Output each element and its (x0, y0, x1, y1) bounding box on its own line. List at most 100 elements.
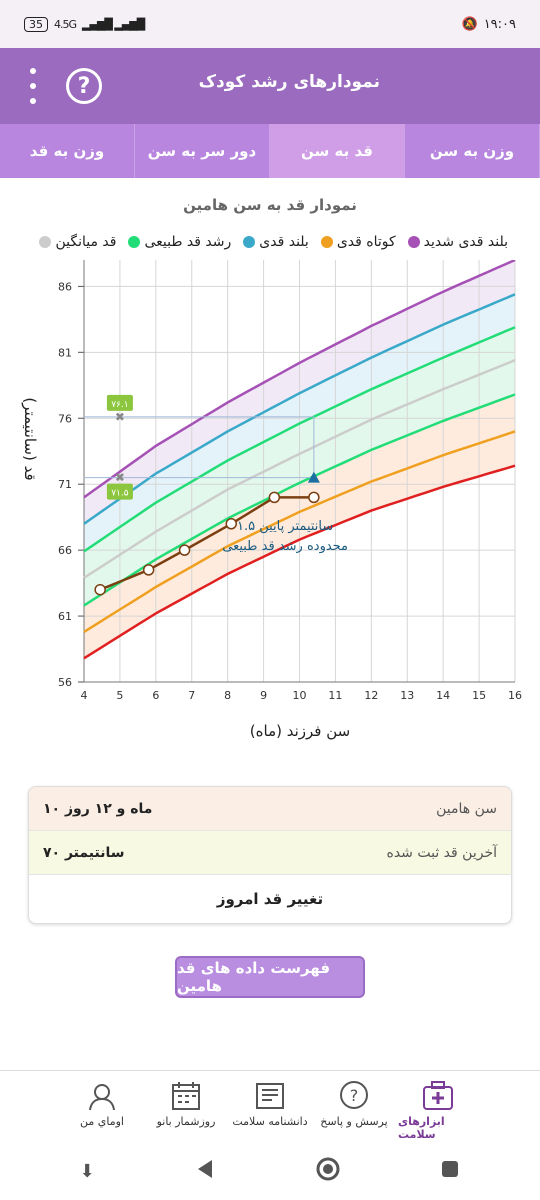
child-height-point (178, 544, 191, 556)
battery-icon: 35 (24, 16, 48, 32)
x-tick-label: 8 (224, 689, 231, 702)
legend-dot (320, 236, 333, 248)
nav-label: ابزارهای سلامت (398, 1115, 445, 1141)
status-left: 35 4.5G ▂▄▆█ ▂▄▆█ (24, 16, 145, 32)
home-icon[interactable] (315, 1156, 341, 1186)
chart-title: نمودار قد به سن هامین (183, 196, 357, 214)
child-height-line (99, 496, 314, 591)
y-tick-label: 86 (58, 280, 72, 293)
help-icon[interactable]: ? (66, 68, 102, 104)
nav-label: دانشنامه سلامت (232, 1115, 308, 1128)
system-nav-bar: ⬇ (0, 1142, 540, 1200)
nav-encyclopedia[interactable]: دانشنامه سلامت (230, 1071, 310, 1142)
chart-legend: بلند قدی شدید کوتاه قدی بلند قدی رشد قد … (8, 234, 508, 250)
y-tick-label: 56 (58, 676, 72, 689)
marker-badge-label-upper: ۷۶.۱ (111, 400, 128, 410)
legend-label: قد میانگین (55, 234, 117, 250)
x-tick-label: 9 (260, 689, 267, 702)
overflow-menu-icon[interactable] (24, 68, 42, 104)
y-axis-label: قد (سانتیمتر) (21, 397, 39, 481)
tab-height-for-age[interactable]: قد به سن (270, 124, 405, 178)
last-height-value: ۷۰ سانتیمتر (43, 844, 125, 861)
nav-label: پرسش و پاسخ (320, 1115, 388, 1128)
nav-qa[interactable]: ? پرسش و پاسخ (314, 1071, 394, 1142)
status-right: 🔕 ۱۹:۰۹ (462, 17, 517, 32)
bottom-nav: ابزارهای سلامت ? پرسش و پاسخ دانشنامه سل… (0, 1070, 540, 1142)
marker-badge-label-lower: ۷۱.۵ (111, 489, 129, 499)
y-tick-label: 81 (58, 346, 72, 359)
nav-profile[interactable]: اوماي من (62, 1071, 142, 1142)
legend-label: کوتاه قدی (336, 234, 396, 250)
percentile-curve-very-tall (83, 260, 516, 499)
medical-kit-icon (419, 1077, 457, 1115)
percentile-curve-short (83, 430, 516, 633)
legend-dot (39, 236, 52, 248)
change-height-today-button[interactable]: تغییر قد امروز (216, 890, 324, 908)
x-tick-label: 6 (152, 689, 159, 702)
mute-icon: 🔕 (461, 16, 478, 32)
question-bubble-icon: ? (335, 1077, 373, 1115)
x-tick-label: 13 (400, 689, 414, 702)
back-icon[interactable] (194, 1158, 216, 1184)
tab-weight-for-height[interactable]: وزن به قد (0, 124, 135, 178)
legend-label: رشد قد طبیعی (144, 234, 232, 250)
legend-item: قد میانگین (39, 234, 116, 250)
legend-label: بلند قدی (259, 234, 309, 250)
woman-avatar-icon (83, 1077, 121, 1115)
x-marker-upper: ✖ (115, 410, 125, 424)
last-height-row: ۷۰ سانتیمتر آخرین قد ثبت شده (29, 831, 511, 875)
legend-label: بلند قدی شدید (423, 234, 508, 250)
age-value: ۱۰ ماه و ۱۲ روز (43, 800, 153, 817)
calendar-icon (167, 1077, 205, 1115)
height-for-age-chart[interactable]: 4 5 6 7 8 9 10 11 12 13 14 15 1656616671768186✖۷۶.۱✖… (0, 260, 540, 710)
x-axis-label: سن فرزند (ماه) (249, 722, 351, 740)
page-title: نمودارهای رشد کودک (198, 72, 380, 92)
legend-dot (128, 236, 141, 248)
info-card: ۱۰ ماه و ۱۲ روز سن هامین ۷۰ سانتیمتر آخر… (28, 786, 512, 924)
tab-head-for-age[interactable]: دور سر به سن (135, 124, 270, 178)
legend-dot (407, 236, 420, 248)
child-height-point (308, 491, 320, 504)
x-tick-label: 11 (328, 689, 342, 702)
legend-item: رشد قد طبیعی (128, 234, 231, 250)
age-label: سن هامین (436, 800, 497, 817)
svg-text:?: ? (350, 1086, 359, 1105)
child-height-point (268, 491, 281, 504)
network-label: 4.5G (54, 17, 77, 31)
y-tick-label: 61 (58, 610, 72, 623)
annotation-line: ۱.۵ سانتیمتر پایین (237, 519, 333, 534)
legend-item: بلند قدی شدید (407, 234, 508, 250)
newspaper-icon (251, 1077, 289, 1115)
percentile-curve-severe-short (83, 464, 516, 660)
target-marker (307, 471, 320, 483)
x-tick-label: 16 (508, 689, 522, 702)
height-data-list-button[interactable]: فهرست داده های قد هامین (175, 956, 365, 998)
keyboard-hide-icon[interactable]: ⬇ (79, 1160, 95, 1182)
percentile-curve-mean (83, 359, 516, 579)
recents-icon[interactable] (440, 1159, 460, 1183)
app-bar: ? نمودارهای رشد کودک (0, 48, 540, 124)
x-marker-lower: ✖ (115, 471, 125, 485)
nav-calendar[interactable]: روزشمار بانو (146, 1071, 226, 1142)
tab-weight-for-age[interactable]: وزن به سن (405, 124, 540, 178)
legend-item: کوتاه قدی (320, 234, 396, 250)
last-height-label: آخرین قد ثبت شده (386, 844, 498, 861)
nav-label: روزشمار بانو (156, 1115, 216, 1128)
legend-dot (243, 236, 256, 248)
child-height-point (94, 583, 106, 596)
child-height-point (142, 564, 155, 576)
percentile-curve-tall (83, 293, 516, 525)
x-tick-label: 5 (116, 689, 123, 702)
clock: ۱۹:۰۹ (483, 16, 516, 32)
legend-item: بلند قدی (243, 234, 309, 250)
age-row: ۱۰ ماه و ۱۲ روز سن هامین (29, 787, 511, 831)
tab-bar: وزن به قد دور سر به سن قد به سن وزن به س… (0, 124, 540, 178)
x-tick-label: 15 (472, 689, 486, 702)
signal-icon: ▂▄▆█ ▂▄▆█ (82, 17, 145, 31)
x-tick-label: 12 (364, 689, 378, 702)
marker-badge-upper (106, 394, 133, 411)
percentile-curve-normal-low (83, 393, 516, 607)
nav-label: اوماي من (80, 1115, 124, 1128)
nav-health-tools[interactable]: ابزارهای سلامت (398, 1071, 478, 1142)
x-tick-label: 4 (81, 689, 88, 702)
